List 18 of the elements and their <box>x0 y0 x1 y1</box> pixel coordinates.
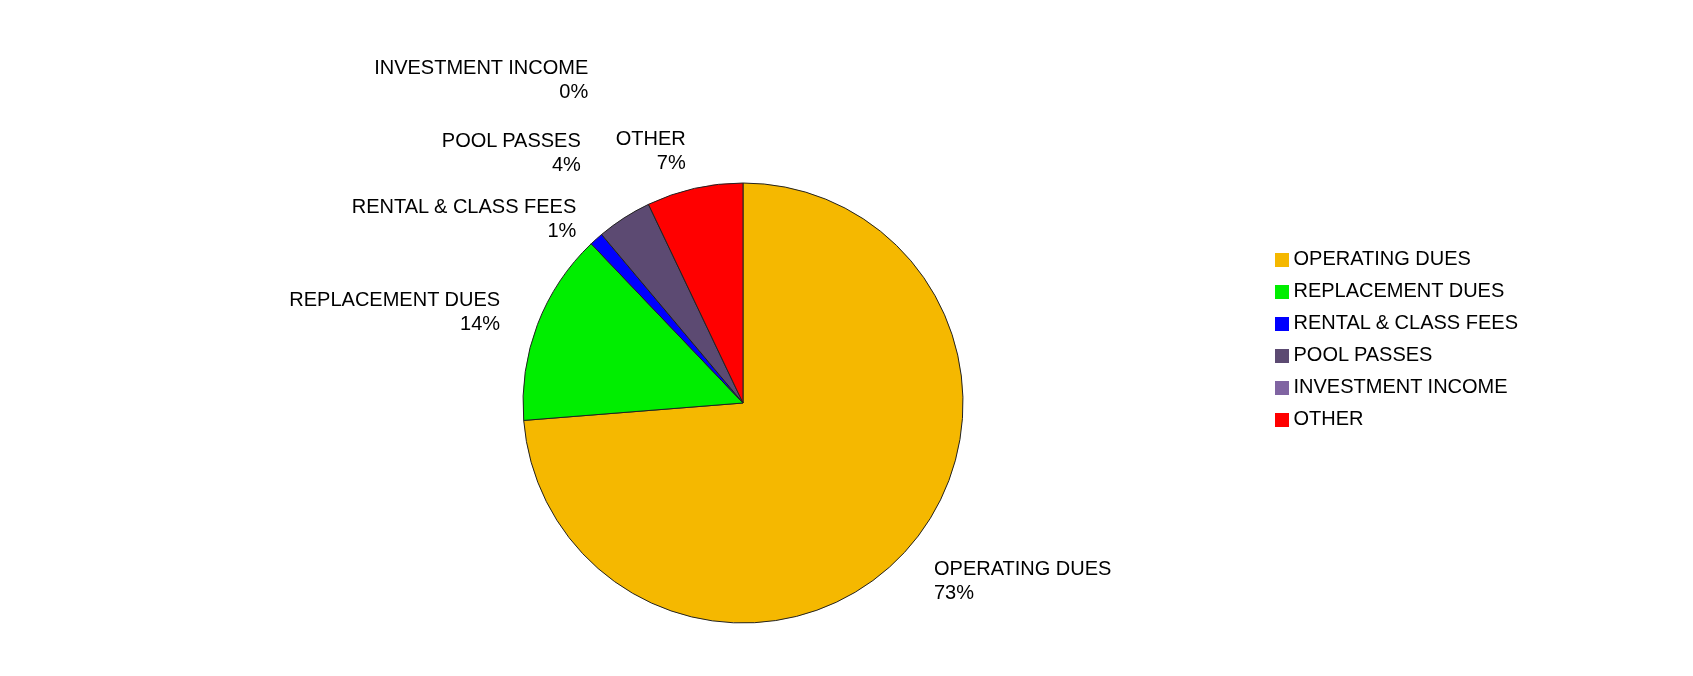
data-label: 4% <box>551 152 582 175</box>
data-label: 73% <box>933 581 975 604</box>
legend-label: OTHER <box>1293 407 1364 429</box>
data-label: 14% <box>460 312 501 335</box>
slice-label: RENTAL & CLASS FEES <box>351 194 577 217</box>
slice-label: OPERATING DUES <box>933 557 1112 580</box>
legend-label: POOL PASSES <box>1293 343 1433 365</box>
legend-label: REPLACEMENT DUES <box>1293 279 1505 301</box>
text: 0% <box>559 79 589 102</box>
data-label: 1% <box>547 218 577 241</box>
data-label: 7% <box>656 151 686 174</box>
category-label: INVESTMENT INCOME <box>374 55 589 78</box>
slice-label: OTHER <box>615 127 686 150</box>
slice-label: POOL PASSES <box>441 128 581 151</box>
legend-label: INVESTMENT INCOME <box>1293 375 1508 397</box>
slice-label: REPLACEMENT DUES <box>289 288 501 311</box>
legend-label: OPERATING DUES <box>1293 247 1471 269</box>
legend-label: RENTAL & CLASS FEES <box>1293 311 1518 333</box>
